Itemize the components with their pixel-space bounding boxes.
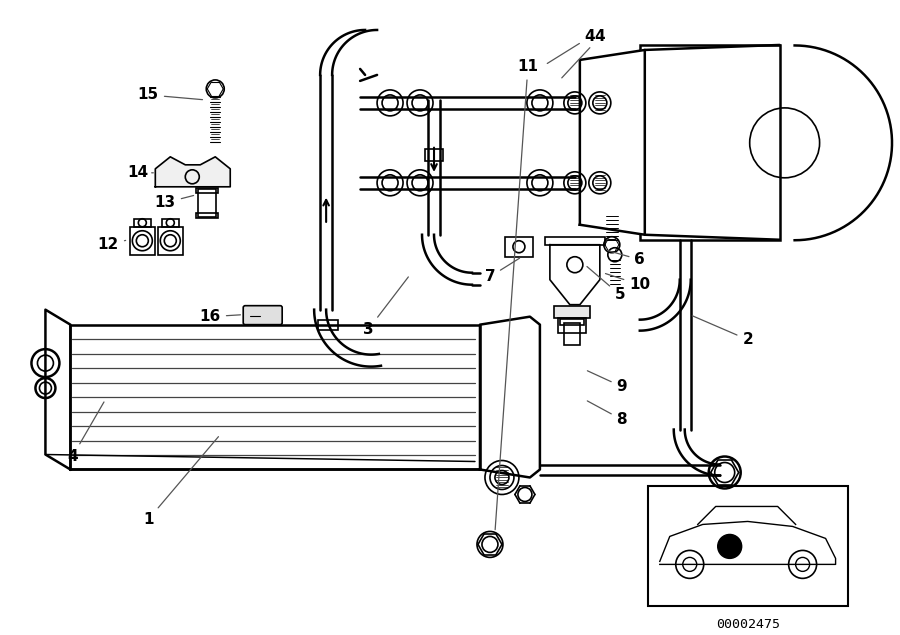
Bar [196, 188, 218, 193]
Polygon shape [660, 521, 835, 565]
Text: 8: 8 [588, 401, 627, 427]
Text: 5: 5 [587, 267, 626, 302]
Bar [648, 486, 848, 606]
Polygon shape [795, 46, 892, 240]
Bar [640, 45, 779, 240]
Bar [130, 227, 156, 255]
Bar [554, 305, 590, 318]
Text: 1: 1 [143, 437, 219, 527]
Polygon shape [550, 244, 599, 305]
Bar [425, 149, 443, 161]
Bar [198, 189, 216, 217]
Text: 4: 4 [562, 29, 605, 78]
Bar [158, 227, 184, 255]
Bar [544, 237, 605, 244]
Text: 4: 4 [68, 402, 104, 464]
Text: 15: 15 [138, 88, 202, 102]
Polygon shape [480, 317, 540, 478]
Circle shape [717, 535, 742, 558]
Bar [70, 324, 490, 469]
Text: 13: 13 [155, 196, 194, 210]
Bar [134, 219, 151, 227]
Text: 4: 4 [547, 29, 595, 64]
FancyBboxPatch shape [243, 305, 283, 324]
Text: 7: 7 [484, 258, 519, 284]
Bar [558, 318, 586, 333]
Polygon shape [156, 157, 230, 187]
Bar [554, 314, 590, 318]
Bar [162, 219, 179, 227]
Text: 9: 9 [588, 371, 627, 394]
Bar [505, 237, 533, 257]
Bar [564, 323, 580, 345]
Text: 00002475: 00002475 [716, 618, 779, 631]
Bar [560, 319, 584, 324]
Text: 6: 6 [608, 250, 645, 267]
Polygon shape [580, 50, 644, 235]
Text: 14: 14 [128, 165, 153, 180]
Bar [196, 213, 218, 218]
Text: 16: 16 [200, 309, 240, 324]
Polygon shape [698, 507, 796, 525]
Text: 12: 12 [98, 237, 126, 252]
Text: 11: 11 [495, 60, 538, 530]
Bar [318, 319, 338, 330]
Text: 10: 10 [606, 274, 651, 292]
Text: 2: 2 [692, 316, 753, 347]
Text: 3: 3 [363, 277, 409, 337]
